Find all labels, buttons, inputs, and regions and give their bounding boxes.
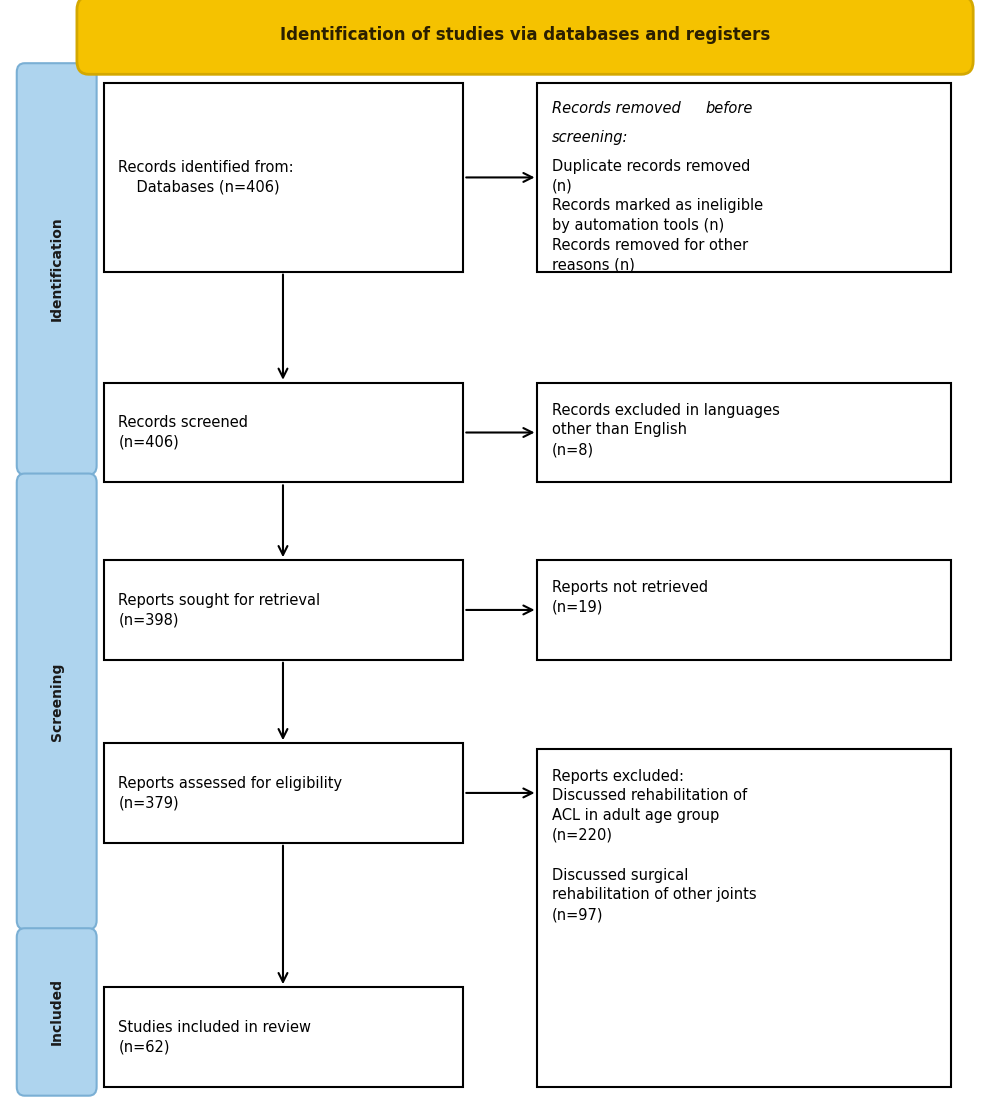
Text: screening:: screening: bbox=[552, 130, 628, 145]
Bar bbox=[537, 383, 951, 482]
Text: Identification of studies via databases and registers: Identification of studies via databases … bbox=[280, 27, 770, 44]
FancyBboxPatch shape bbox=[17, 63, 97, 475]
Text: Reports excluded:
Discussed rehabilitation of
ACL in adult age group
(n=220)

Di: Reports excluded: Discussed rehabilitati… bbox=[552, 769, 757, 923]
Bar bbox=[104, 83, 463, 272]
Bar bbox=[104, 743, 463, 843]
Bar bbox=[104, 560, 463, 660]
Text: Records excluded in languages
other than English
(n=8): Records excluded in languages other than… bbox=[552, 403, 780, 457]
Bar bbox=[537, 749, 951, 1087]
Text: Included: Included bbox=[49, 978, 64, 1046]
FancyBboxPatch shape bbox=[77, 0, 973, 74]
Text: Screening: Screening bbox=[49, 662, 64, 741]
Bar bbox=[537, 560, 951, 660]
Text: Duplicate records removed
(n)
Records marked as ineligible
by automation tools (: Duplicate records removed (n) Records ma… bbox=[552, 159, 763, 273]
Text: before: before bbox=[705, 101, 752, 116]
Text: Records screened
(n=406): Records screened (n=406) bbox=[118, 415, 248, 450]
Text: Reports sought for retrieval
(n=398): Reports sought for retrieval (n=398) bbox=[118, 592, 320, 628]
Text: Identification: Identification bbox=[49, 216, 64, 322]
Text: Records identified from:
    Databases (n=406): Records identified from: Databases (n=40… bbox=[118, 160, 294, 195]
Bar bbox=[104, 383, 463, 482]
Text: Reports not retrieved
(n=19): Reports not retrieved (n=19) bbox=[552, 580, 708, 614]
FancyBboxPatch shape bbox=[17, 474, 97, 929]
FancyBboxPatch shape bbox=[17, 928, 97, 1096]
Bar bbox=[537, 83, 951, 272]
Text: Reports assessed for eligibility
(n=379): Reports assessed for eligibility (n=379) bbox=[118, 775, 342, 811]
Text: Studies included in review
(n=62): Studies included in review (n=62) bbox=[118, 1019, 312, 1055]
Bar bbox=[104, 987, 463, 1087]
Text: Records removed: Records removed bbox=[552, 101, 685, 116]
